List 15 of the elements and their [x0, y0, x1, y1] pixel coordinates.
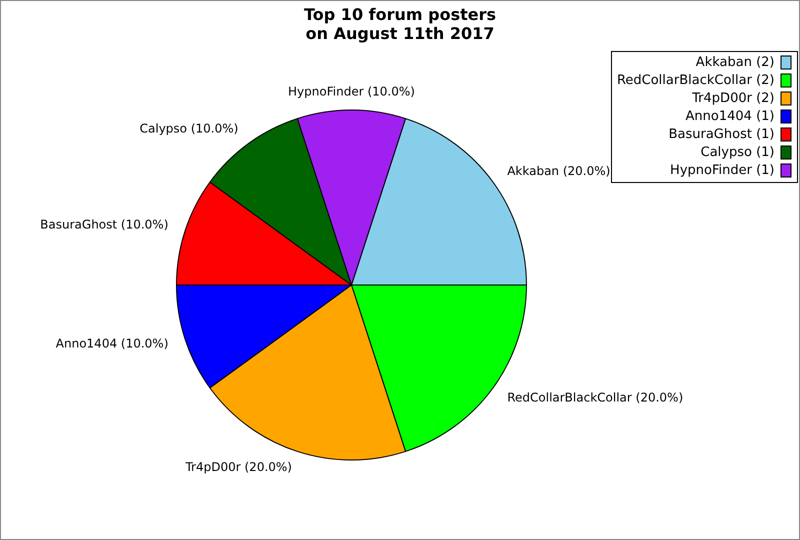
- legend-label: Tr4pD00r (2): [691, 90, 774, 106]
- chart-title: Top 10 forum posters on August 11th 2017: [303, 5, 497, 43]
- data-label: RedCollarBlackCollar (20.0%): [507, 390, 684, 404]
- legend-label: HypnoFinder (1): [670, 162, 774, 178]
- legend-label: Anno1404 (1): [686, 108, 774, 124]
- legend-label: Calypso (1): [700, 144, 774, 160]
- data-label: Akkaban (20.0%): [507, 164, 610, 178]
- legend-label: Akkaban (2): [696, 54, 774, 70]
- data-label: BasuraGhost (10.0%): [40, 218, 168, 232]
- legend-label: RedCollarBlackCollar (2): [616, 72, 774, 88]
- data-label: Anno1404 (10.0%): [56, 336, 168, 351]
- data-label: HypnoFinder (10.0%): [288, 84, 415, 99]
- data-label: Tr4pD00r (20.0%): [184, 460, 292, 474]
- data-label: Calypso (10.0%): [140, 121, 238, 136]
- legend-label: BasuraGhost (1): [668, 126, 774, 142]
